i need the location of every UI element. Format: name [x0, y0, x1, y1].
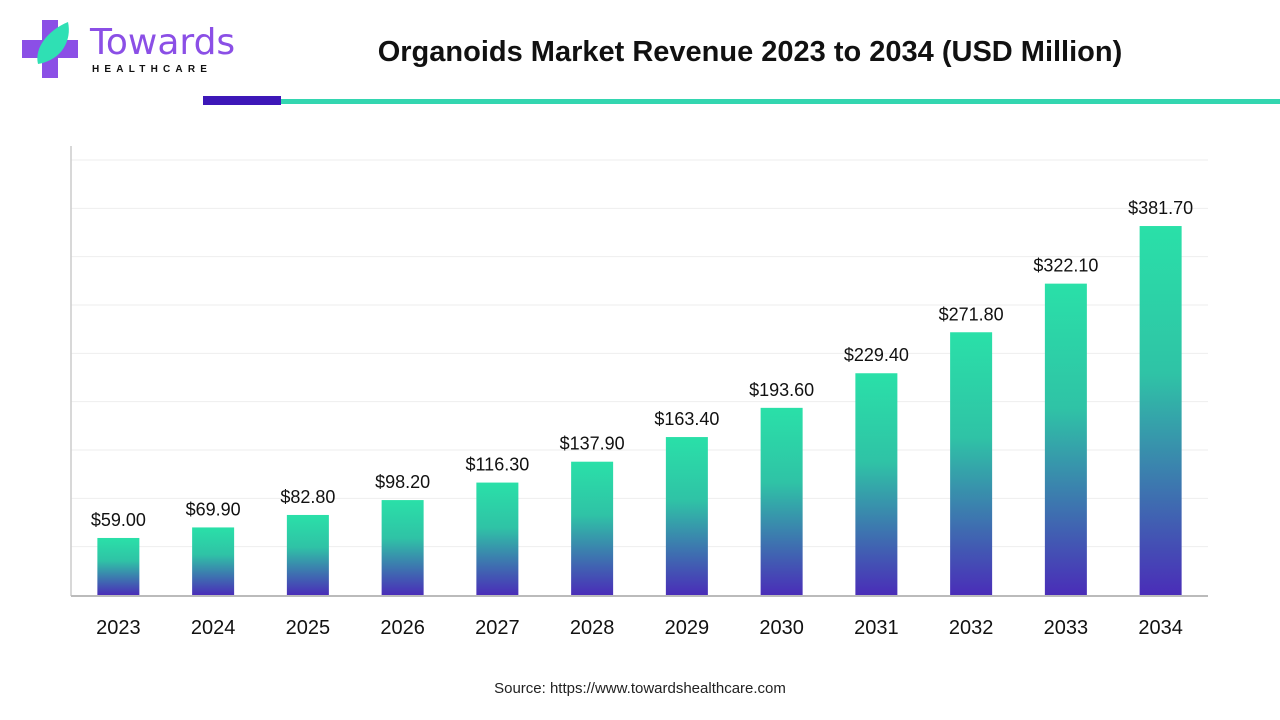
header-divider-teal — [281, 99, 1280, 104]
x-tick-label: 2031 — [854, 617, 899, 639]
x-tick-label: 2025 — [286, 617, 331, 639]
data-label: $229.40 — [844, 345, 909, 365]
x-tick-label: 2029 — [665, 617, 710, 639]
bar-2027 — [476, 482, 519, 595]
data-label: $116.30 — [466, 455, 530, 475]
data-label: $137.90 — [560, 434, 625, 454]
header-divider-purple — [203, 96, 281, 105]
chart-title: Organoids Market Revenue 2023 to 2034 (U… — [377, 36, 1123, 68]
data-label: $69.90 — [186, 499, 241, 519]
data-label: $82.80 — [280, 487, 335, 507]
bar-2026 — [381, 500, 424, 595]
bar-2024 — [192, 527, 235, 595]
bar-2025 — [286, 514, 329, 595]
x-tick-label: 2026 — [380, 617, 425, 639]
x-tick-label: 2028 — [570, 617, 615, 639]
data-label: $59.00 — [91, 510, 146, 530]
data-label: $271.80 — [939, 304, 1004, 324]
bar-2032 — [950, 332, 993, 595]
logo-cross-leaf-icon — [22, 20, 78, 78]
bar-2034 — [1139, 226, 1182, 596]
bar-2031 — [855, 373, 898, 595]
logo-wordmark: Towards — [90, 22, 236, 63]
logo: Towards HEALTHCARE — [20, 20, 235, 80]
x-tick-label: 2030 — [759, 617, 804, 639]
x-tick-label: 2033 — [1044, 617, 1089, 639]
data-label: $163.40 — [654, 409, 719, 429]
x-tick-label: 2023 — [96, 617, 141, 639]
x-tick-label: 2034 — [1138, 617, 1183, 639]
x-tick-label: 2032 — [949, 617, 994, 639]
bar-2028 — [571, 461, 614, 595]
x-tick-label: 2024 — [191, 617, 236, 639]
bar-2030 — [760, 407, 803, 595]
bar-2029 — [665, 437, 708, 595]
logo-subtitle: HEALTHCARE — [92, 64, 213, 75]
x-tick-label: 2027 — [475, 617, 520, 639]
data-label: $322.10 — [1033, 256, 1098, 276]
bar-2033 — [1044, 283, 1087, 595]
data-label: $381.70 — [1128, 198, 1193, 218]
bar-2023 — [97, 537, 140, 595]
source-note: Source: https://www.towardshealthcare.co… — [494, 680, 786, 697]
data-label: $98.20 — [375, 472, 430, 492]
data-label: $193.60 — [749, 380, 814, 400]
